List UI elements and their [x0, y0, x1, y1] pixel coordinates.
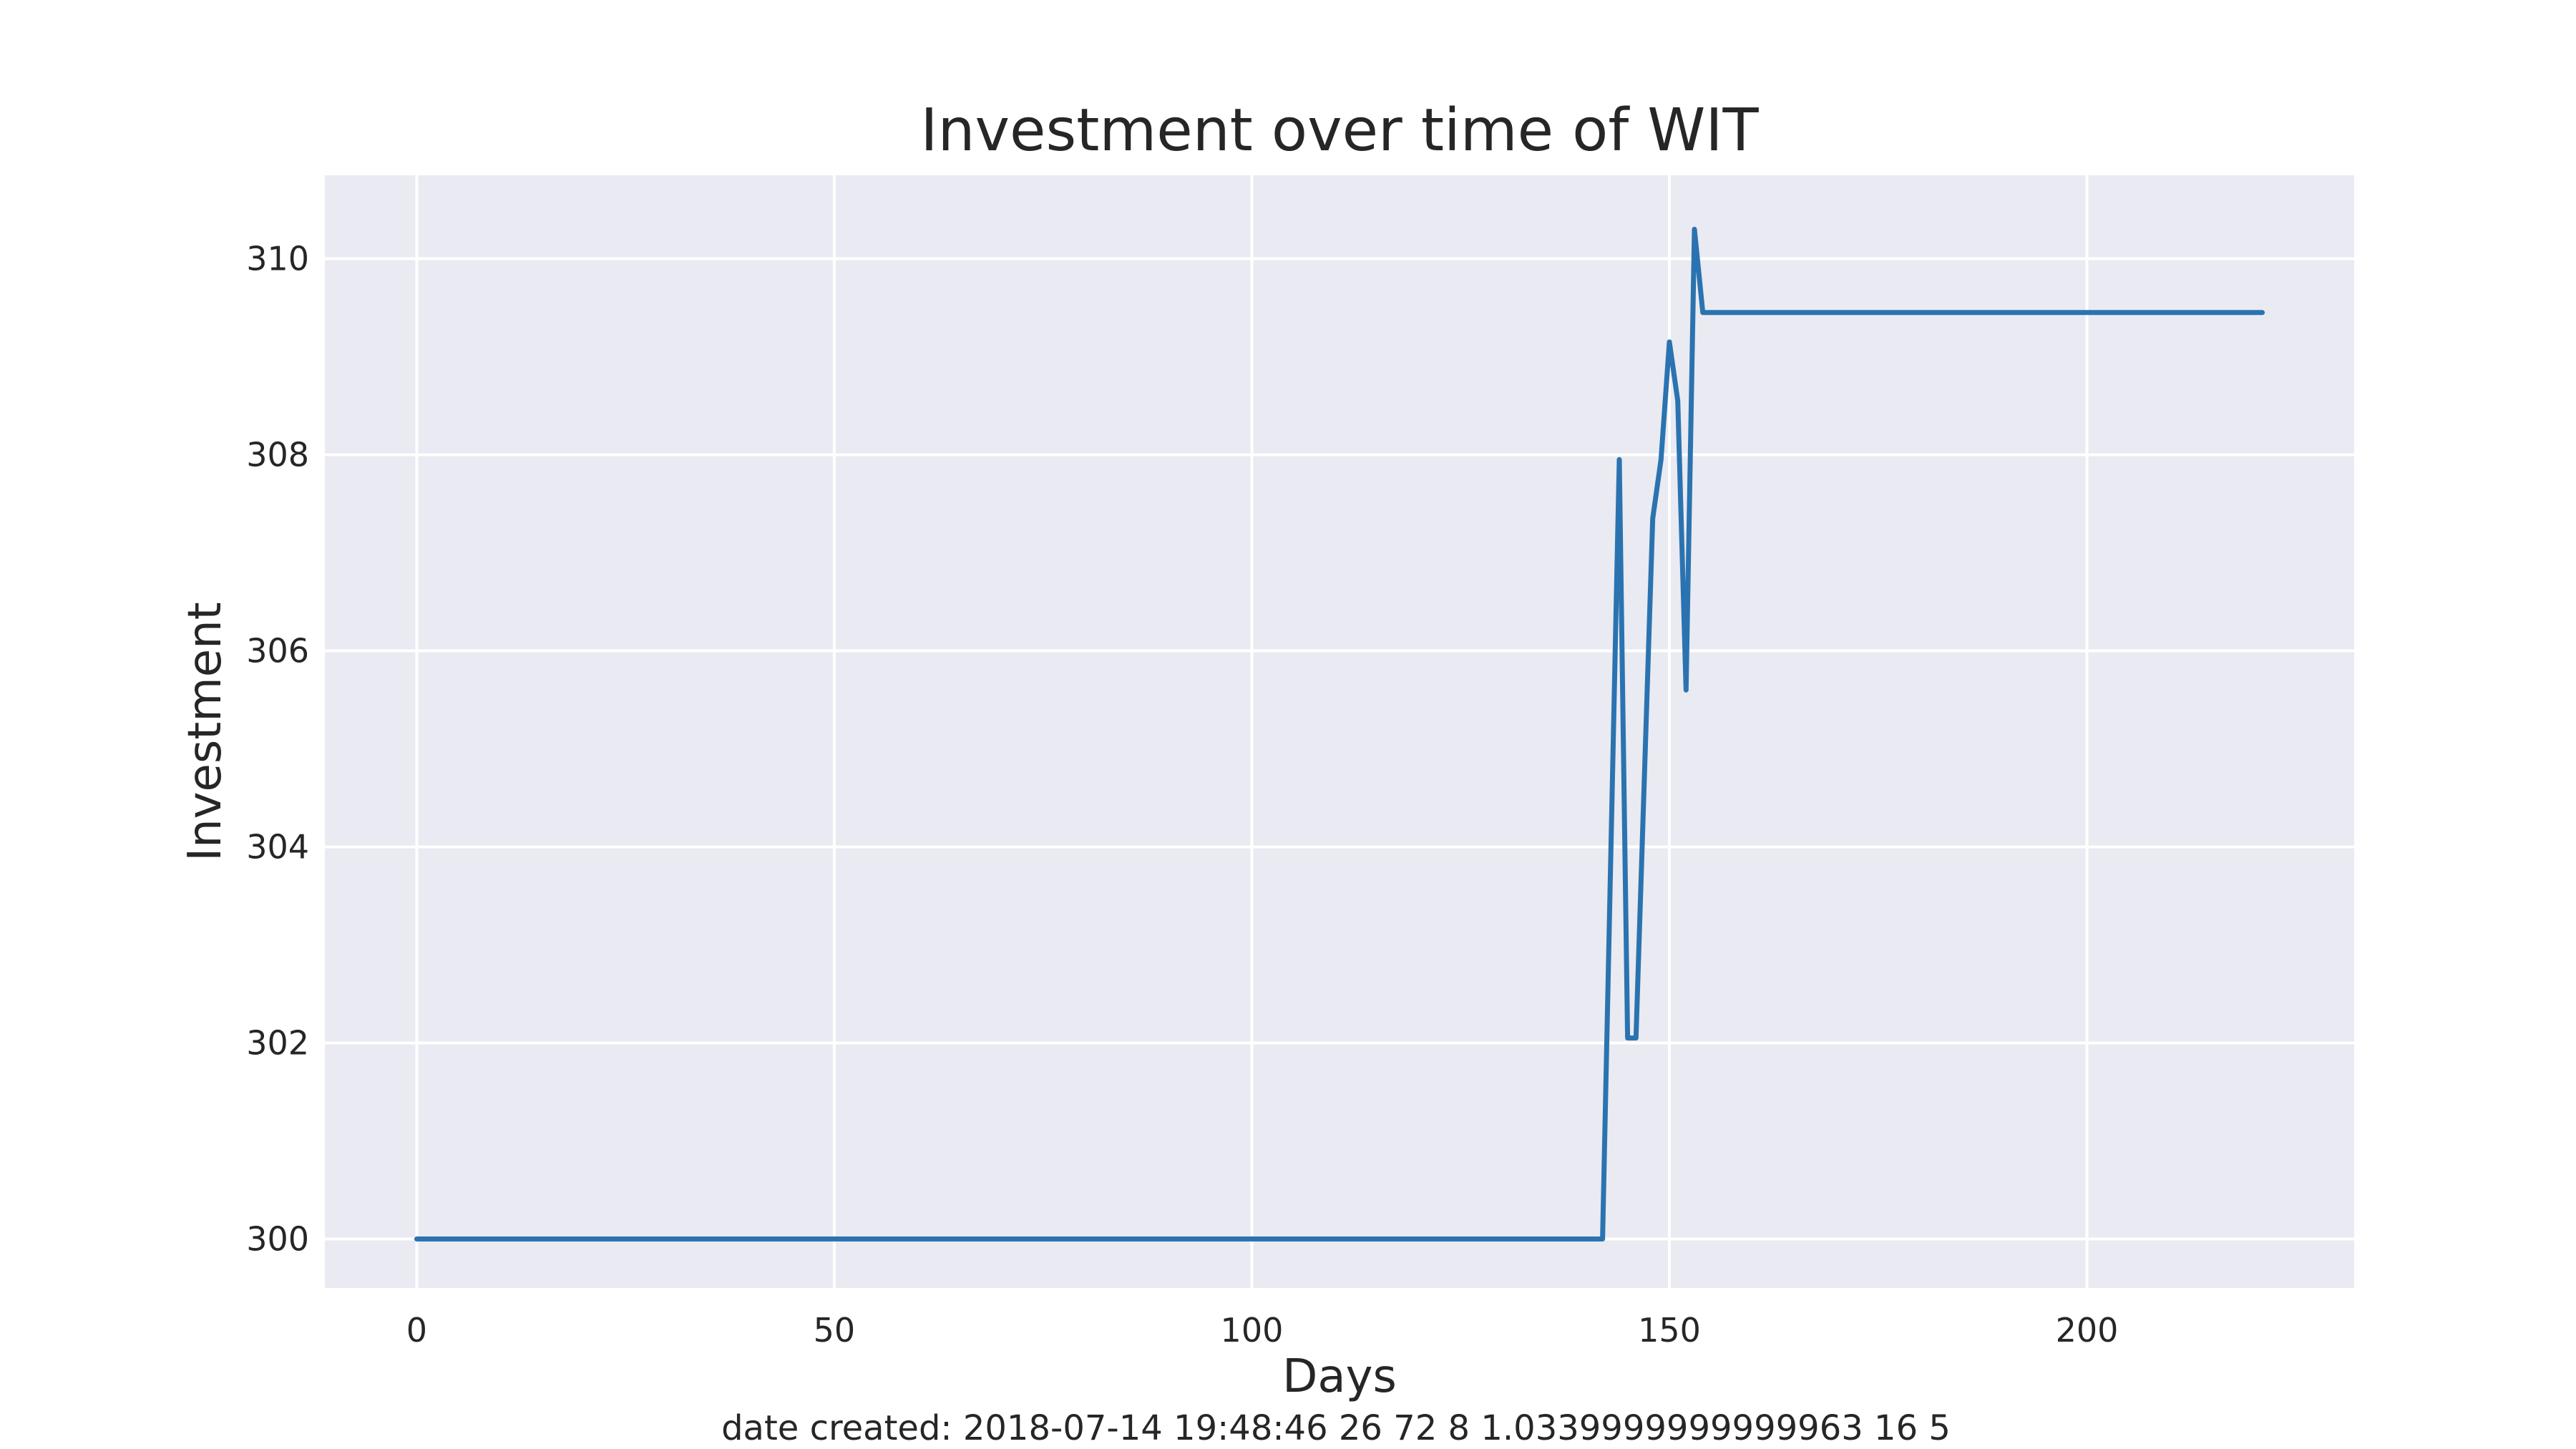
- x-tick-label: 0: [406, 1311, 427, 1350]
- date-created-caption: date created: 2018-07-14 19:48:46 26 72 …: [721, 1408, 1951, 1448]
- y-tick-label: 302: [246, 1023, 309, 1062]
- x-tick-labels: 0 50 100 150 200: [406, 1311, 2119, 1350]
- plot-area: [325, 175, 2354, 1288]
- y-tick-label: 304: [246, 827, 309, 866]
- x-tick-label: 200: [2056, 1311, 2119, 1350]
- y-axis-label: Investment: [179, 602, 232, 862]
- x-tick-label: 150: [1638, 1311, 1701, 1350]
- y-tick-labels: 300 302 304 306 308 310: [246, 239, 309, 1258]
- y-tick-label: 310: [246, 239, 309, 278]
- x-axis-label: Days: [1282, 1350, 1397, 1403]
- y-tick-label: 300: [246, 1219, 309, 1258]
- y-tick-label: 306: [246, 631, 309, 670]
- series-line: [414, 226, 2265, 1241]
- chart-title: Investment over time of WIT: [920, 97, 1759, 165]
- x-tick-label: 100: [1221, 1311, 1284, 1350]
- series-layer: [414, 226, 2265, 1241]
- x-tick-label: 50: [814, 1311, 856, 1350]
- y-tick-label: 308: [246, 435, 309, 474]
